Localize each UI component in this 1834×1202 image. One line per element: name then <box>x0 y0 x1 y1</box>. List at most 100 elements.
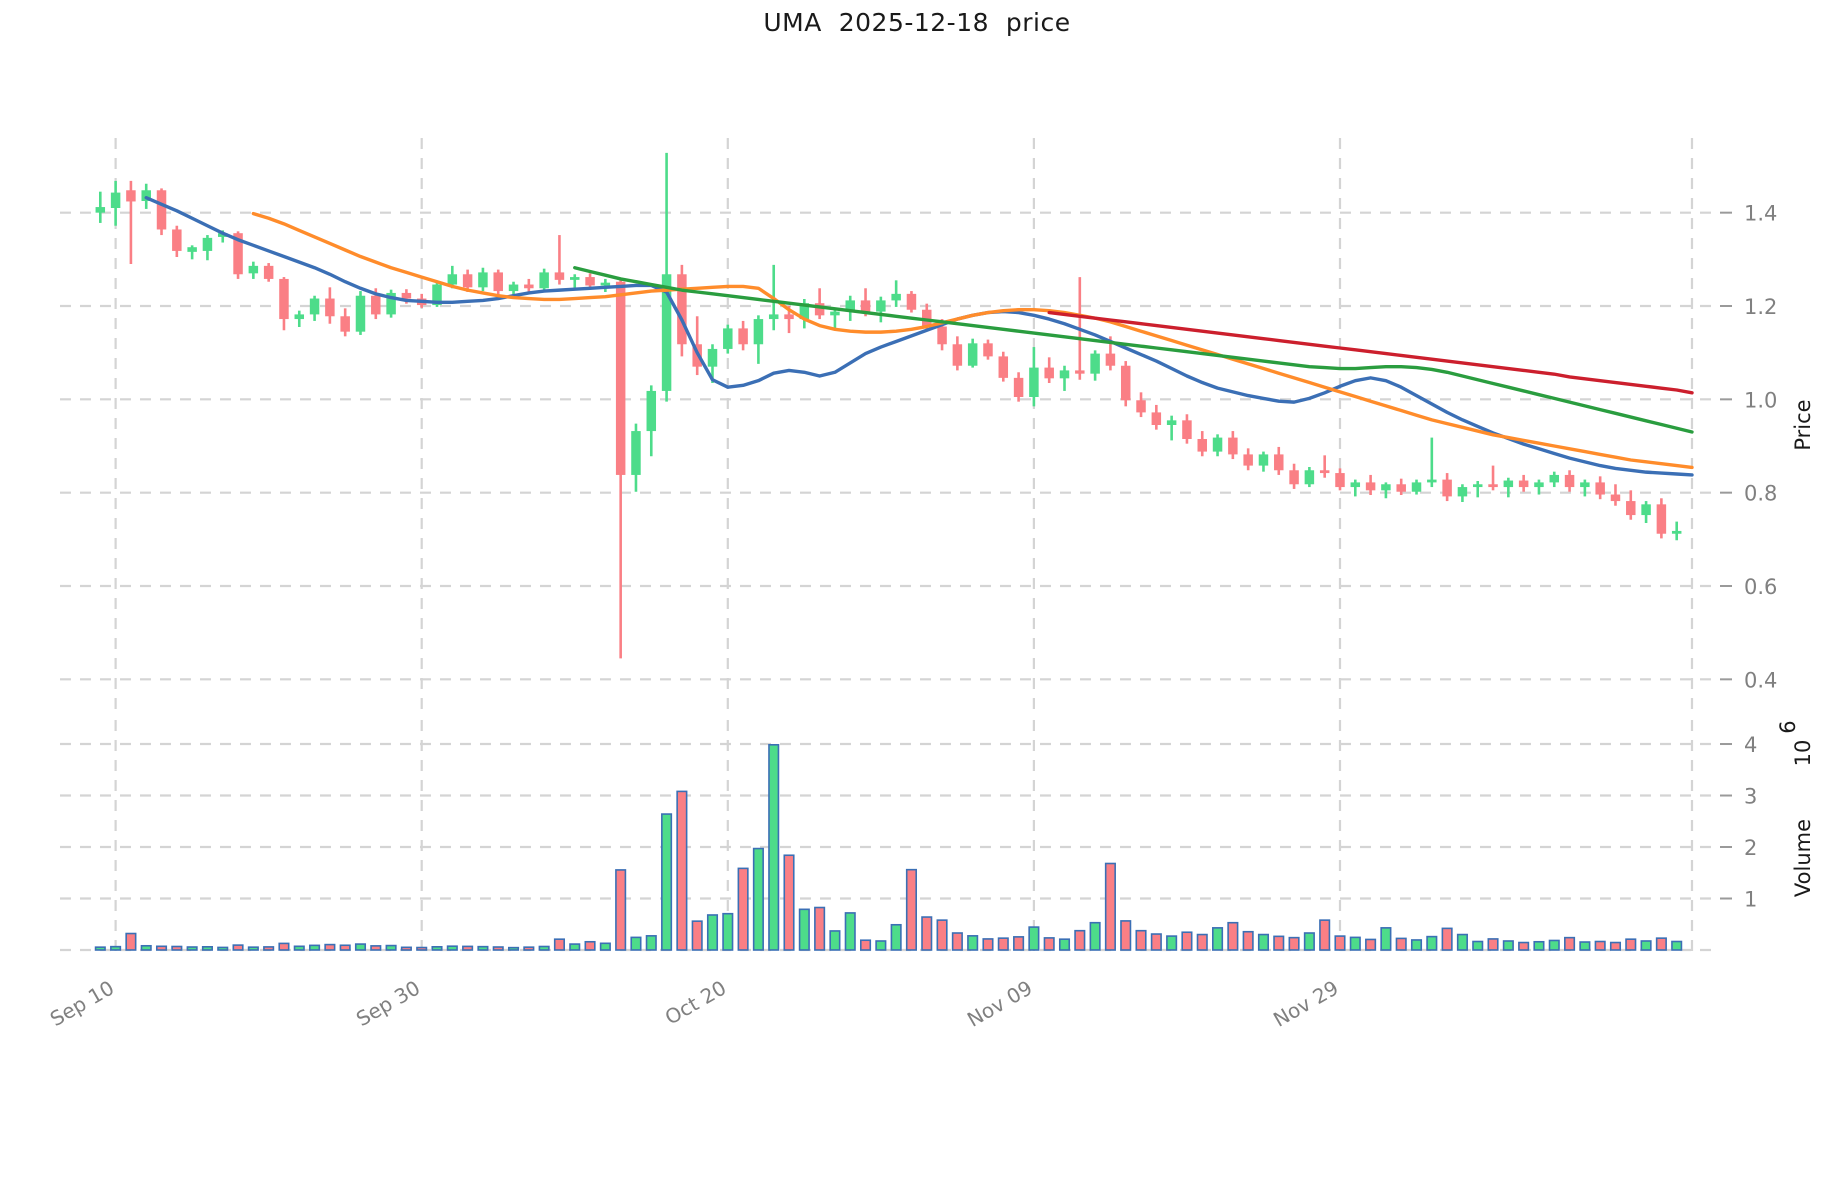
volume-bar <box>1472 940 1484 951</box>
volume-bar <box>1043 937 1055 951</box>
candle-body <box>279 278 289 320</box>
volume-bar <box>110 945 122 951</box>
candle-body <box>371 295 381 315</box>
volume-bar <box>706 914 719 951</box>
volume-bar <box>94 946 106 951</box>
volume-bar <box>1502 940 1514 951</box>
volume-bar <box>446 945 458 951</box>
volume-axis-title: Volume <box>1791 819 1815 897</box>
price-tick-label: 1.0 <box>1744 388 1777 412</box>
candle-body <box>738 328 748 345</box>
candle-body <box>309 298 320 315</box>
volume-bar <box>1456 933 1468 951</box>
candle-body <box>1411 482 1422 492</box>
volume-bar <box>339 944 351 951</box>
candle-body <box>1656 504 1667 534</box>
candle-body <box>983 343 993 357</box>
volume-bar <box>1334 935 1346 951</box>
candle-body <box>1059 370 1070 379</box>
candle-body <box>1274 454 1284 471</box>
volume-bar <box>783 854 795 951</box>
volume-tick-label: 3 <box>1744 785 1757 809</box>
candle-body <box>325 298 335 317</box>
x-tick-label: Nov 09 <box>963 976 1036 1032</box>
candle-body <box>233 233 243 275</box>
volume-bar <box>768 743 780 951</box>
candle-body <box>156 190 167 230</box>
candle-body <box>600 282 611 286</box>
candle-body <box>1580 482 1590 488</box>
volume-bar <box>492 946 504 951</box>
candle-body <box>753 319 764 345</box>
volume-bar <box>814 906 826 951</box>
candle-body <box>172 229 182 251</box>
volume-bar <box>676 790 688 951</box>
candle-body <box>1166 420 1177 425</box>
candle-body <box>967 343 978 366</box>
candle-body <box>570 277 580 280</box>
candle-body <box>1626 501 1636 516</box>
volume-bar <box>370 945 382 951</box>
volume-bar <box>691 920 703 951</box>
candle-body <box>340 316 350 332</box>
volume-bar <box>1288 936 1300 951</box>
volume-bar <box>201 946 213 951</box>
candle-body <box>1090 353 1100 374</box>
price-tick-label: 0.4 <box>1744 668 1777 692</box>
volume-bar <box>997 937 1009 951</box>
candle-body <box>355 295 366 332</box>
candle-body <box>248 265 259 274</box>
volume-bar <box>951 932 963 951</box>
volume-bar <box>1594 940 1606 951</box>
candle-body <box>1641 504 1651 516</box>
candle-body <box>432 284 442 306</box>
candle-body <box>539 272 549 289</box>
candle-body <box>937 326 947 345</box>
candle-body <box>1197 439 1207 452</box>
candle-body <box>1350 482 1361 488</box>
candle-body <box>524 284 534 289</box>
candle-body <box>661 274 672 391</box>
ma-green-line <box>573 266 1694 434</box>
candle-body <box>478 272 488 288</box>
candle-body <box>202 237 213 251</box>
volume-bar <box>1028 926 1040 951</box>
candle-body <box>768 314 779 320</box>
volume-bar <box>1640 940 1652 951</box>
volume-bar <box>232 944 244 951</box>
volume-bar <box>599 942 611 951</box>
candle-body <box>217 233 228 237</box>
volume-tick-label: 2 <box>1744 836 1757 860</box>
candle-body <box>677 274 687 345</box>
volume-bar <box>507 946 520 951</box>
candle-body <box>1120 365 1131 401</box>
volume-bar <box>1609 941 1622 951</box>
volume-bar <box>936 919 948 951</box>
volume-bar <box>278 942 290 951</box>
candle-body <box>554 272 565 280</box>
candle-body <box>1075 370 1085 374</box>
candle-body <box>1427 479 1437 483</box>
volume-bar <box>661 813 673 951</box>
candle-body <box>646 390 657 432</box>
volume-bar <box>1441 927 1453 951</box>
volume-bar <box>1196 933 1208 951</box>
ma-blue-line <box>144 196 1694 477</box>
volume-bar <box>477 945 489 951</box>
candle-body <box>1136 400 1146 413</box>
volume-bar <box>1349 936 1361 951</box>
volume-bar <box>171 945 183 951</box>
volume-bar <box>309 944 321 951</box>
volume-bar <box>921 916 933 951</box>
price-tick-label: 0.8 <box>1744 482 1777 506</box>
x-tick-label: Oct 20 <box>661 976 730 1030</box>
candle-body <box>187 247 197 252</box>
volume-bar <box>1074 929 1086 951</box>
candle-body <box>1335 473 1345 488</box>
candle-body <box>263 265 274 279</box>
candle-body <box>1289 470 1299 485</box>
volume-bar <box>1655 937 1667 951</box>
volume-bar <box>416 946 428 951</box>
candle-body <box>1258 454 1269 466</box>
